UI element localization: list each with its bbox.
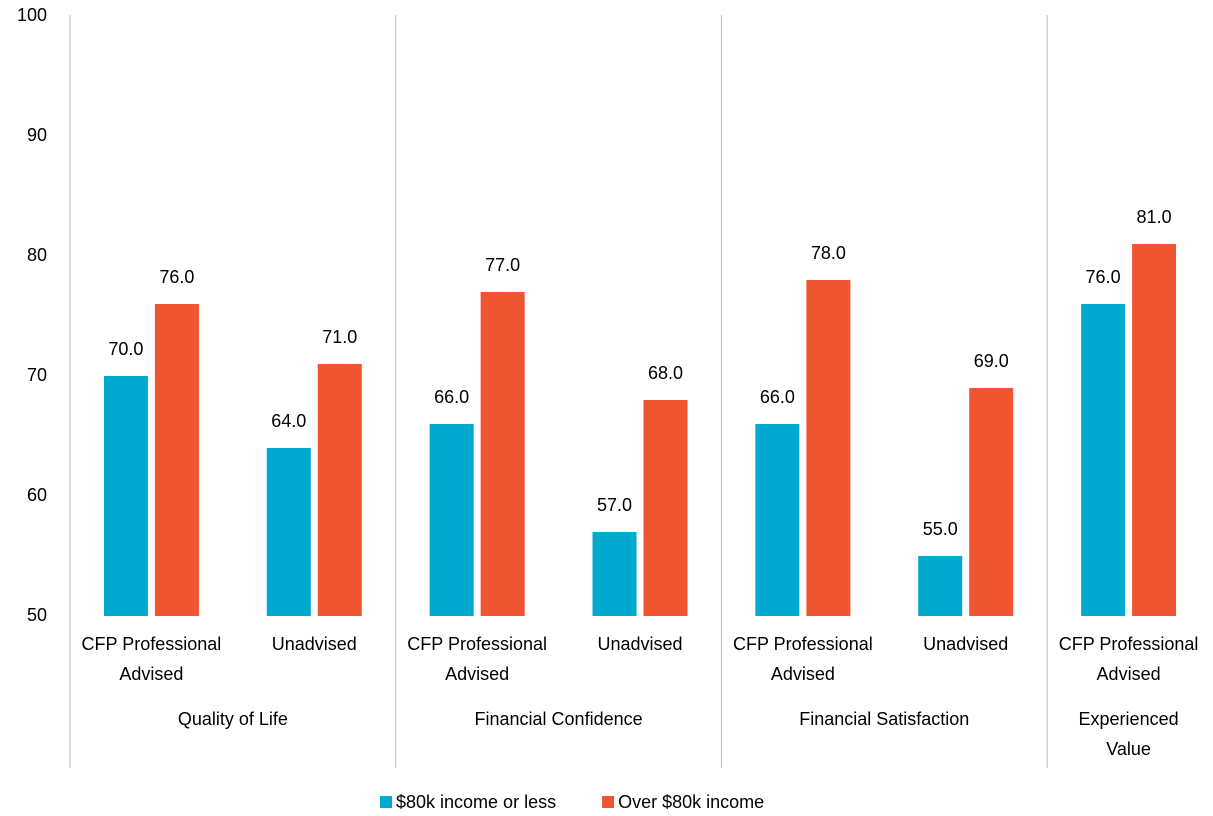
data-label: 66.0	[434, 387, 469, 407]
bar	[1081, 304, 1126, 616]
bar	[429, 424, 474, 616]
group-label: Financial Satisfaction	[799, 709, 969, 729]
group-label-line: Experienced	[1079, 709, 1179, 729]
group-label-line: Financial Satisfaction	[799, 709, 969, 729]
x-tick-label-line: CFP Professional	[1059, 634, 1199, 654]
bar	[918, 556, 963, 616]
y-tick-label: 80	[27, 245, 47, 265]
x-tick-label-line: Advised	[771, 664, 835, 684]
legend-label: $80k income or less	[396, 792, 556, 812]
data-label: 68.0	[648, 363, 683, 383]
x-tick-label: CFP Professional Advised	[1059, 634, 1199, 684]
y-tick-label: 90	[27, 125, 47, 145]
x-tick-label: Unadvised	[597, 634, 682, 654]
x-tick-label-line: CFP Professional	[407, 634, 547, 654]
bar	[480, 292, 525, 616]
x-tick-label-line: Unadvised	[597, 634, 682, 654]
x-tick-label: CFP Professional Advised	[733, 634, 873, 684]
data-label: 76.0	[159, 267, 194, 287]
data-label: 57.0	[597, 495, 632, 515]
group-label-line: Quality of Life	[178, 709, 288, 729]
y-tick-label: 100	[17, 5, 47, 25]
legend-label: Over $80k income	[618, 792, 764, 812]
x-tick-label: CFP Professional Advised	[82, 634, 222, 684]
x-tick-label-line: Advised	[445, 664, 509, 684]
y-tick-label: 70	[27, 365, 47, 385]
data-label: 76.0	[1086, 267, 1121, 287]
x-tick-label-line: CFP Professional	[733, 634, 873, 654]
data-label: 69.0	[974, 351, 1009, 371]
data-label: 66.0	[760, 387, 795, 407]
data-label: 81.0	[1137, 207, 1172, 227]
bar	[154, 304, 199, 616]
x-tick-label: CFP Professional Advised	[407, 634, 547, 684]
x-tick-label: Unadvised	[272, 634, 357, 654]
bar	[317, 364, 362, 616]
data-label: 71.0	[322, 327, 357, 347]
bar	[1132, 244, 1177, 616]
data-label: 70.0	[108, 339, 143, 359]
group-label: Experienced Value	[1079, 709, 1179, 759]
bar	[806, 280, 851, 616]
y-tick-label: 50	[27, 605, 47, 625]
group-label: Financial Confidence	[475, 709, 643, 729]
legend-swatch	[602, 796, 615, 808]
x-tick-label-line: Advised	[119, 664, 183, 684]
bar	[103, 376, 148, 616]
data-label: 77.0	[485, 255, 520, 275]
group-label-line: Value	[1106, 739, 1151, 759]
x-tick-label-line: CFP Professional	[82, 634, 222, 654]
legend-swatch	[380, 796, 392, 808]
x-tick-label-line: Unadvised	[272, 634, 357, 654]
group-label: Quality of Life	[178, 709, 288, 729]
bar	[592, 532, 637, 616]
group-label-line: Financial Confidence	[475, 709, 643, 729]
data-label: 78.0	[811, 243, 846, 263]
data-label: 55.0	[923, 519, 958, 539]
bar	[969, 388, 1014, 616]
x-tick-label: Unadvised	[923, 634, 1008, 654]
x-tick-label-line: Advised	[1097, 664, 1161, 684]
bar	[266, 448, 311, 616]
bar	[755, 424, 800, 616]
bar	[643, 400, 688, 616]
y-tick-label: 60	[27, 485, 47, 505]
x-tick-label-line: Unadvised	[923, 634, 1008, 654]
data-label: 64.0	[271, 411, 306, 431]
